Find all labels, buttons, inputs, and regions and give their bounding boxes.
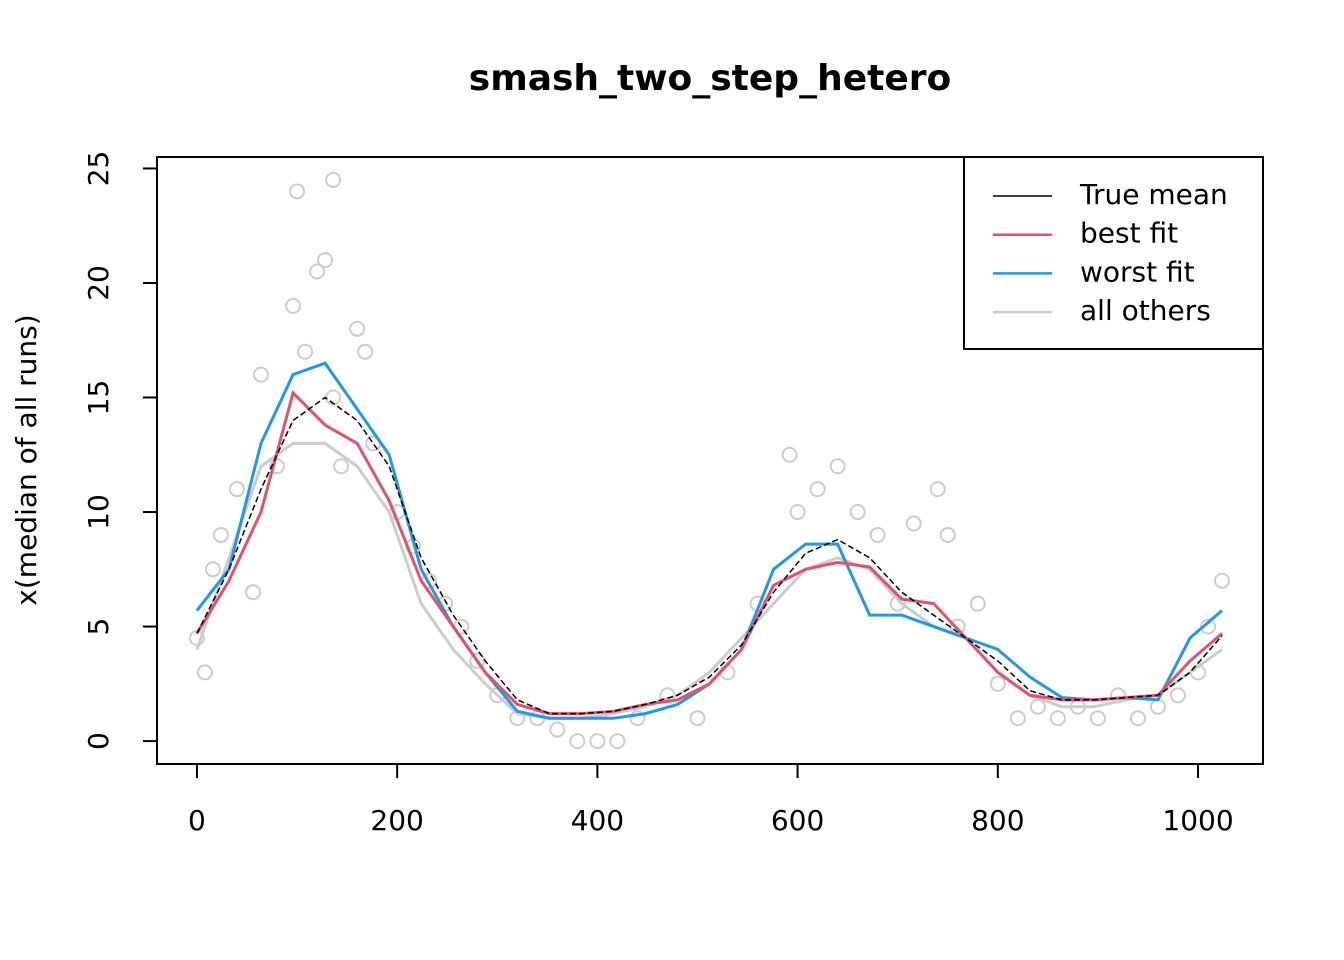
data-point (317, 252, 334, 269)
data-point (1029, 698, 1046, 715)
data-point (1200, 618, 1217, 635)
data-point (869, 526, 886, 543)
data-point (1049, 710, 1066, 727)
data-point (609, 733, 626, 750)
x-tick-label: 400 (571, 804, 624, 837)
y-tick-label: 10 (82, 494, 115, 530)
data-point (629, 710, 646, 727)
data-point (829, 458, 846, 475)
y-tick-label: 5 (82, 618, 115, 636)
data-point (269, 458, 286, 475)
data-point (1149, 698, 1166, 715)
data-point (589, 733, 606, 750)
data-point (1089, 710, 1106, 727)
data-point (929, 481, 946, 498)
x-tick-label: 200 (370, 804, 423, 837)
data-point (719, 664, 736, 681)
x-tick-label: 600 (771, 804, 824, 837)
legend-label: all others (1080, 294, 1211, 327)
data-point (333, 458, 350, 475)
series-line (196, 396, 1223, 715)
y-tick-label: 20 (82, 265, 115, 301)
data-point (969, 595, 986, 612)
data-point (1170, 687, 1187, 704)
plot-area (188, 171, 1231, 750)
data-point (228, 481, 245, 498)
data-point (204, 561, 221, 578)
data-point (325, 171, 342, 188)
data-point (569, 733, 586, 750)
legend-label: worst fit (1080, 255, 1195, 288)
data-point (212, 526, 229, 543)
y-tick-label: 25 (82, 151, 115, 187)
data-point (789, 504, 806, 521)
data-point (1214, 572, 1231, 589)
data-point (245, 584, 262, 601)
data-point (196, 664, 213, 681)
legend-box (963, 156, 1264, 350)
series-line (195, 390, 1224, 716)
data-point (989, 675, 1006, 692)
data-point (297, 343, 314, 360)
data-point (905, 515, 922, 532)
data-point (309, 263, 326, 280)
data-point (1129, 710, 1146, 727)
data-point (1009, 710, 1026, 727)
y-tick-label: 15 (82, 380, 115, 416)
chart-title: smash_two_step_hetero (469, 58, 951, 99)
legend-label: best fit (1080, 217, 1178, 250)
x-tick-label: 1000 (1162, 804, 1233, 837)
data-point (253, 366, 270, 383)
data-point (357, 343, 374, 360)
x-tick-label: 800 (971, 804, 1024, 837)
series-line (195, 361, 1224, 720)
y-tick-label: 0 (82, 732, 115, 750)
legend-label: True mean (1079, 178, 1228, 211)
y-axis-label: x(median of all runs) (10, 314, 43, 605)
data-point (469, 652, 486, 669)
data-point (809, 481, 826, 498)
plot-frame (156, 156, 1264, 765)
x-tick-label: 0 (188, 804, 206, 837)
data-point (849, 504, 866, 521)
data-point (285, 297, 302, 314)
data-point (289, 183, 306, 200)
data-point (689, 710, 706, 727)
data-point (549, 721, 566, 738)
data-point (939, 526, 956, 543)
data-point (781, 446, 798, 463)
data-point (349, 320, 366, 337)
series-line (195, 441, 1223, 720)
